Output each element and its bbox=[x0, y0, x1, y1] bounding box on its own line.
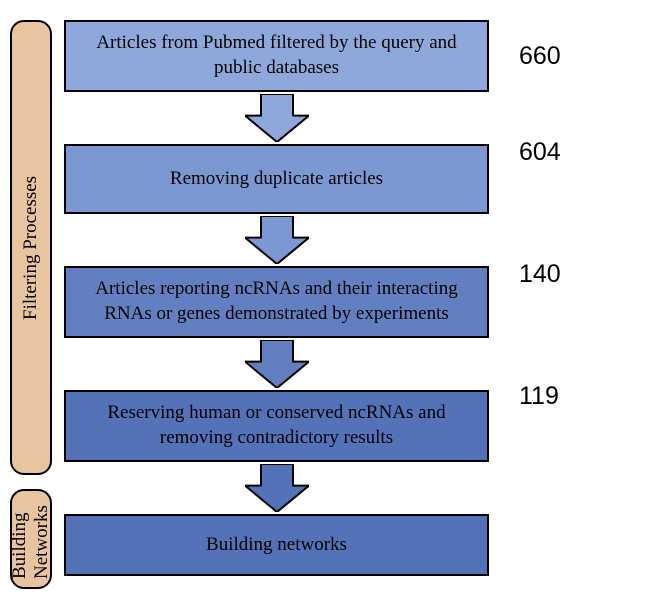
arrow-down-icon bbox=[245, 464, 309, 512]
counts-column: 660 604 140 119 bbox=[519, 20, 561, 457]
count-3-text: 119 bbox=[519, 382, 559, 411]
phase-label-filtering-text: Filtering Processes bbox=[20, 175, 42, 319]
count-0: 660 bbox=[519, 20, 561, 92]
flow-box-0-text: Articles from Pubmed filtered by the que… bbox=[84, 31, 469, 80]
arrow-down-icon bbox=[245, 216, 309, 264]
phase-label-building: Building Networks bbox=[10, 489, 52, 589]
count-0-text: 660 bbox=[519, 42, 561, 71]
flowchart-column: Articles from Pubmed filtered by the que… bbox=[64, 20, 489, 576]
flow-box-3-text: Reserving human or conserved ncRNAs and … bbox=[84, 401, 469, 450]
phase-label-filtering: Filtering Processes bbox=[10, 20, 52, 475]
count-1: 604 bbox=[519, 92, 561, 213]
flow-box-4-text: Building networks bbox=[206, 533, 347, 558]
flow-box-4: Building networks bbox=[64, 514, 489, 576]
flow-box-1-text: Removing duplicate articles bbox=[170, 167, 383, 192]
arrow-down-icon bbox=[245, 94, 309, 142]
flow-box-3: Reserving human or conserved ncRNAs and … bbox=[64, 390, 489, 462]
phase-label-building-text: Building Networks bbox=[9, 499, 53, 579]
count-2: 140 bbox=[519, 213, 561, 335]
flow-box-2: Articles reporting ncRNAs and their inte… bbox=[64, 266, 489, 338]
phase-labels: Filtering Processes Building Networks bbox=[10, 20, 52, 589]
flow-box-2-text: Articles reporting ncRNAs and their inte… bbox=[84, 277, 469, 326]
flow-box-0: Articles from Pubmed filtered by the que… bbox=[64, 20, 489, 92]
arrow-down-icon bbox=[245, 340, 309, 388]
count-1-text: 604 bbox=[519, 138, 561, 167]
flow-box-1: Removing duplicate articles bbox=[64, 144, 489, 214]
count-3: 119 bbox=[519, 335, 561, 457]
count-2-text: 140 bbox=[519, 260, 561, 289]
